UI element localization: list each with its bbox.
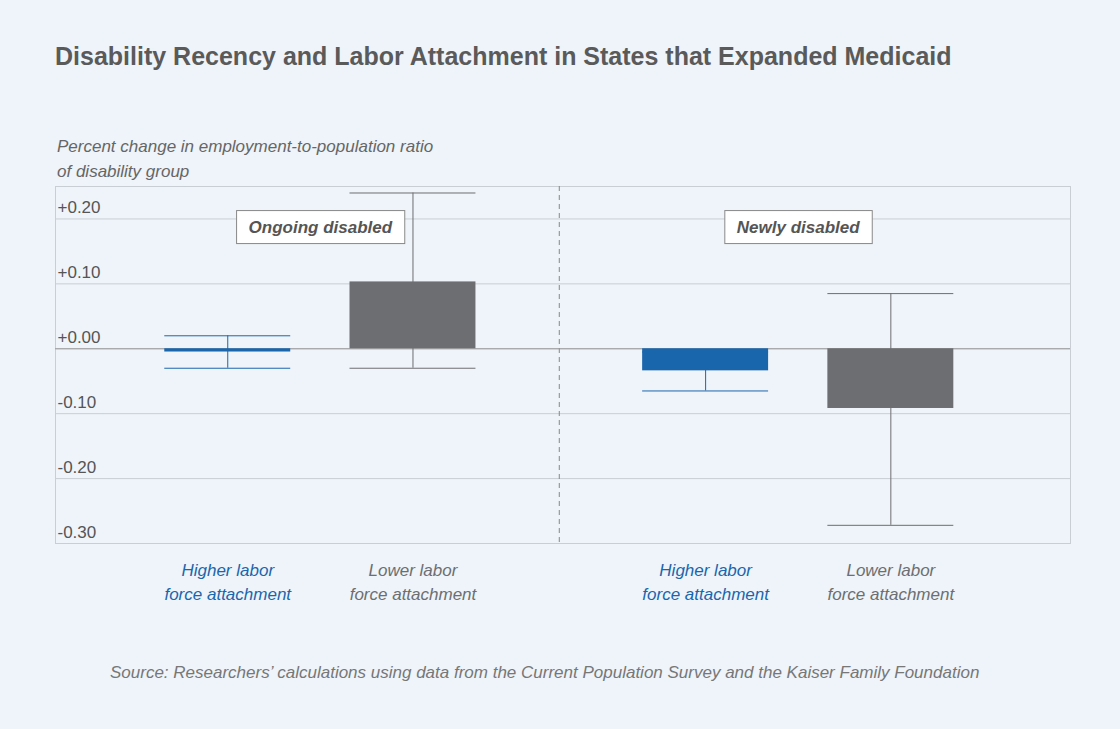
- svg-text:-0.10: -0.10: [58, 393, 97, 412]
- svg-text:Higher laborforce attachment: Higher laborforce attachment: [642, 561, 770, 604]
- svg-text:+0.20: +0.20: [58, 198, 101, 217]
- svg-text:Lower laborforce attachment: Lower laborforce attachment: [350, 561, 478, 604]
- svg-text:-0.30: -0.30: [58, 523, 97, 542]
- svg-text:Higher laborforce attachment: Higher laborforce attachment: [164, 561, 292, 604]
- html-text:Percent change in employment-t: Percent change in employment-to-populati…: [57, 137, 434, 181]
- svg-text:Newly disabled: Newly disabled: [737, 218, 860, 237]
- svg-text:+0.10: +0.10: [58, 263, 101, 282]
- html-text:Disability Recency and Labor A: Disability Recency and Labor Attachment …: [55, 42, 952, 70]
- svg-text:Ongoing disabled: Ongoing disabled: [249, 218, 393, 237]
- svg-text:-0.20: -0.20: [58, 458, 97, 477]
- html-text:Source: Researchers’ calculati: Source: Researchers’ calculations using …: [110, 663, 980, 682]
- svg-text:+0.00: +0.00: [58, 328, 101, 347]
- svg-text:Lower laborforce attachment: Lower laborforce attachment: [828, 561, 956, 604]
